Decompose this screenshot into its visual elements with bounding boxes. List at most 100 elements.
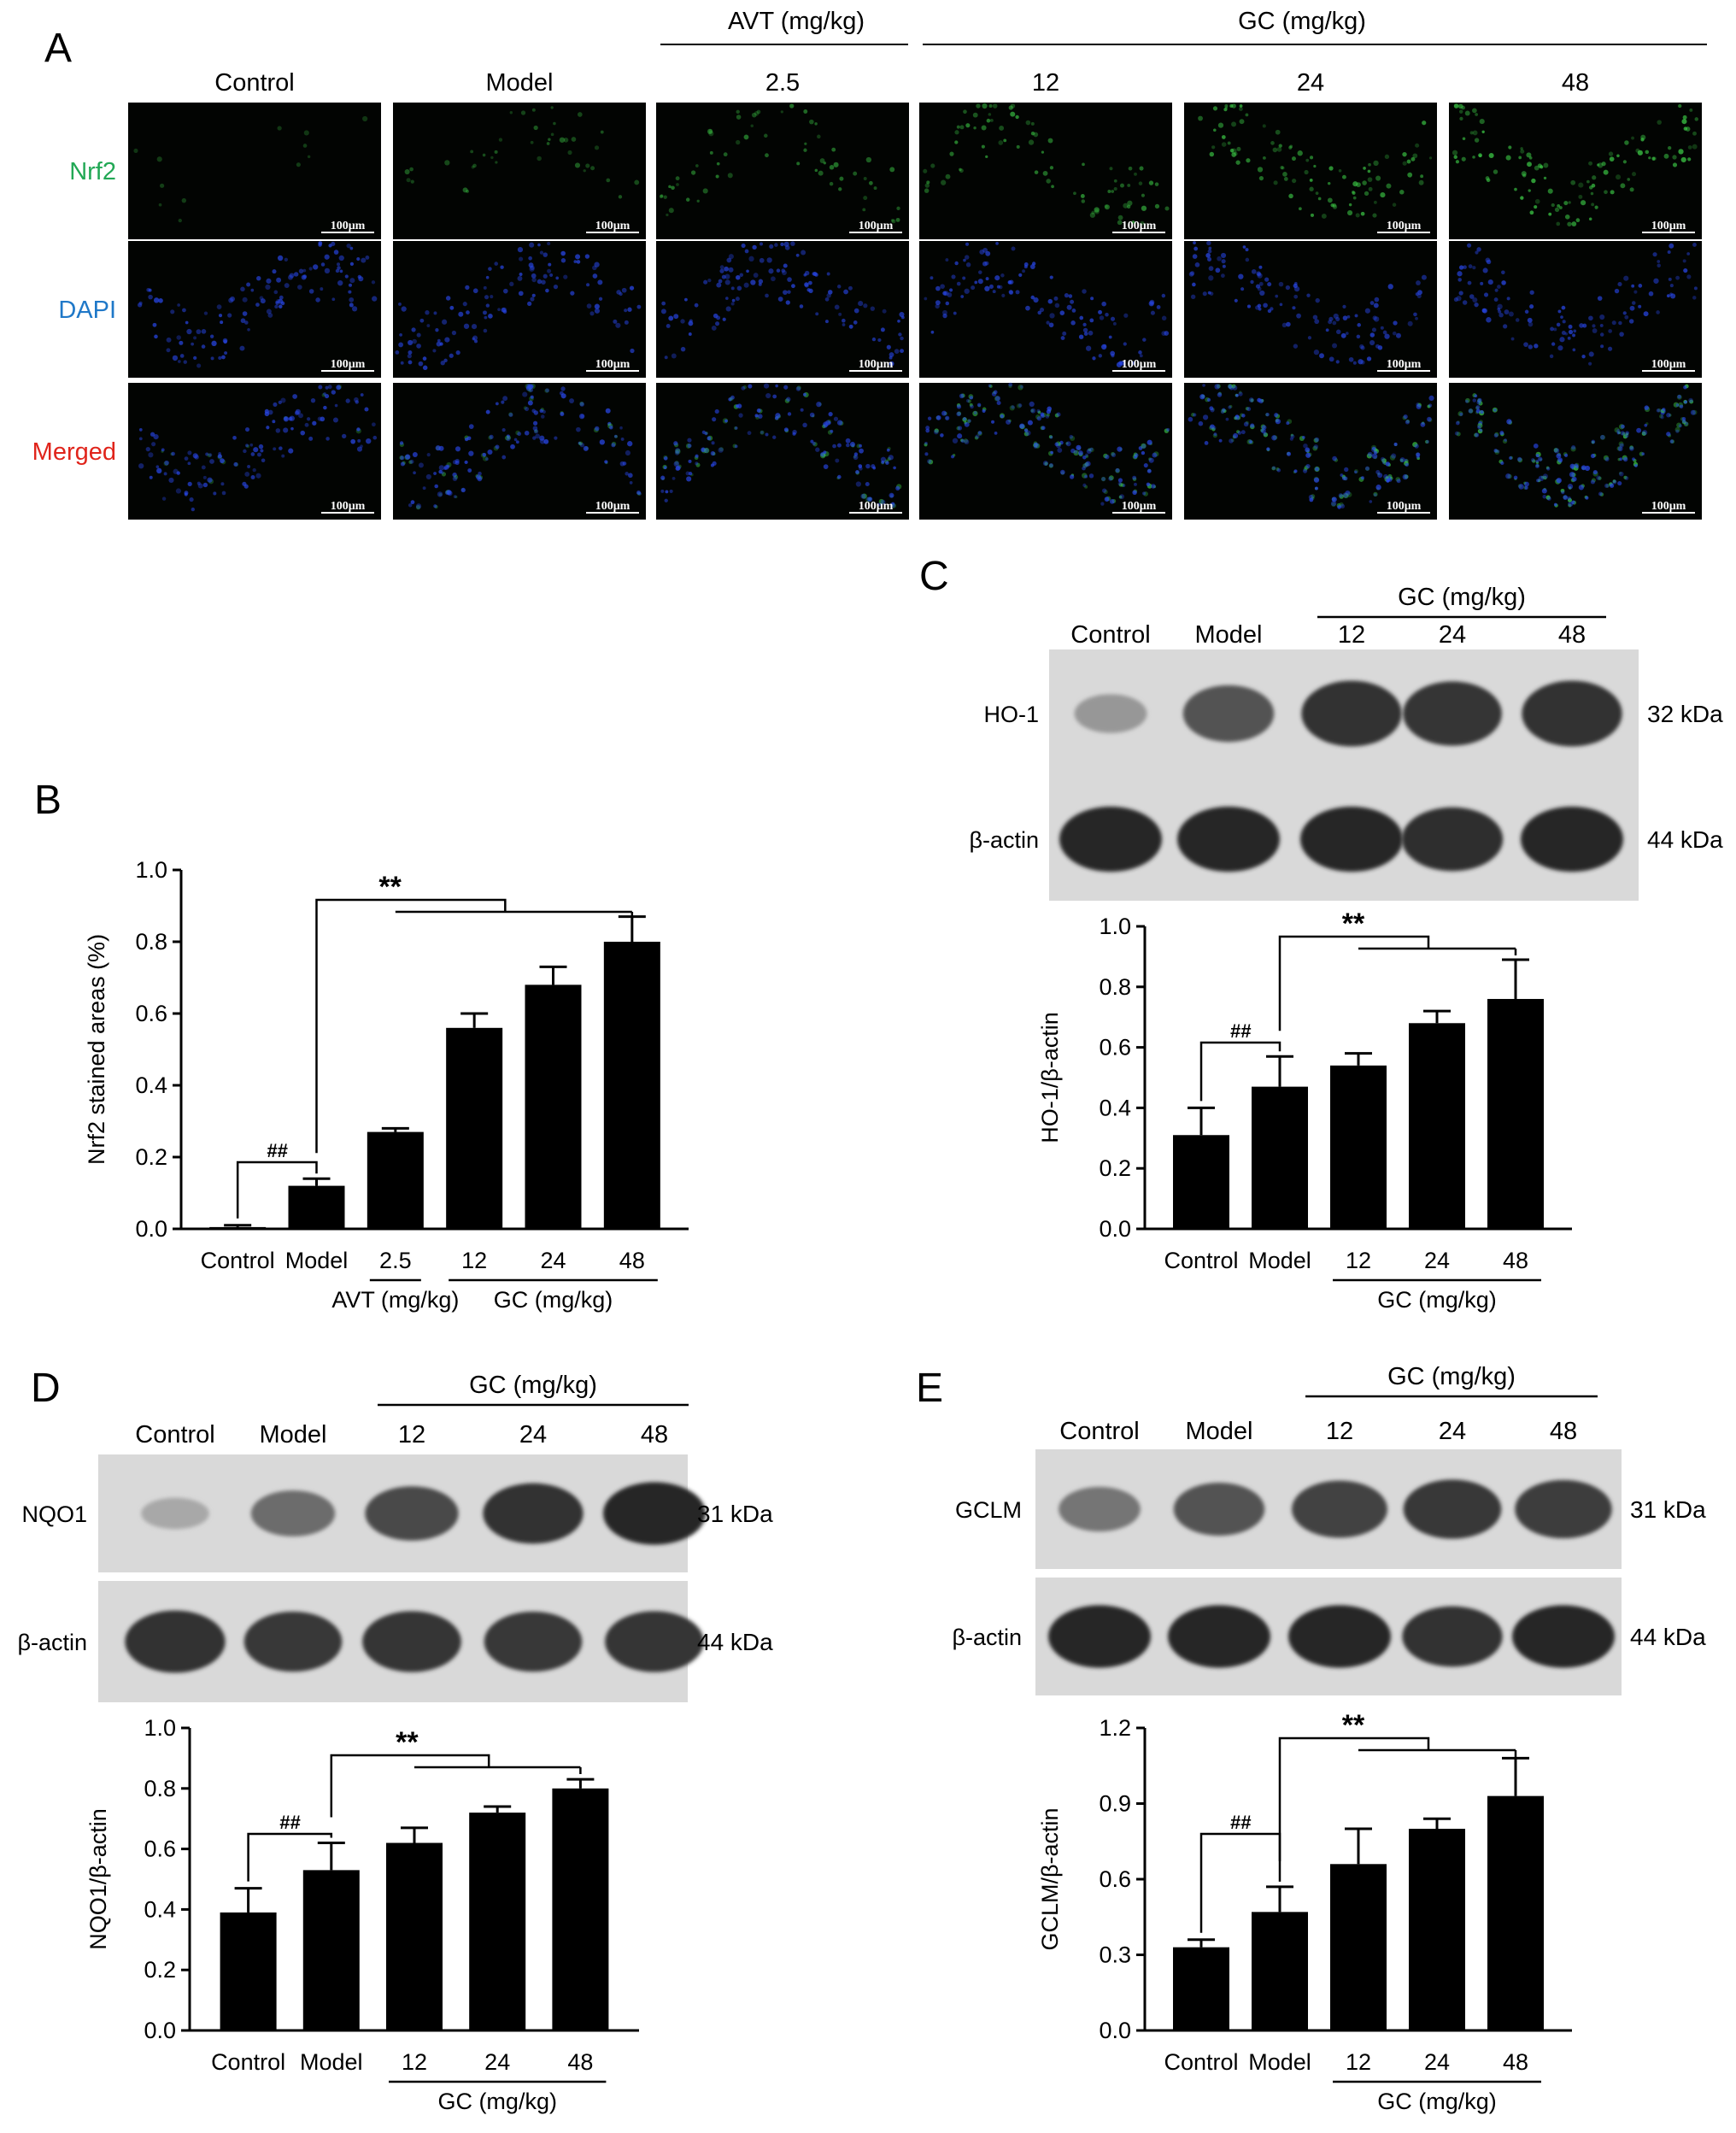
dapi-nucleus (471, 324, 478, 330)
lane-label: Control (135, 1421, 215, 1448)
nrf2-signal (1310, 213, 1315, 217)
dapi-nucleus (1590, 479, 1595, 485)
dapi-nucleus (935, 303, 940, 309)
dapi-nucleus (259, 296, 264, 301)
molecular-weight: 31 kDa (1630, 1496, 1706, 1523)
dapi-nucleus (741, 385, 746, 391)
dapi-nucleus (1395, 332, 1401, 338)
nrf2-signal (520, 110, 526, 115)
nrf2-signal (158, 203, 162, 207)
dapi-nucleus (594, 261, 600, 267)
dapi-nucleus (1407, 320, 1413, 326)
dapi-nucleus (1592, 469, 1598, 475)
dapi-nucleus (1648, 291, 1654, 297)
nrf2-signal (1651, 156, 1656, 161)
dapi-nucleus (245, 427, 250, 432)
dapi-nucleus (1542, 494, 1546, 499)
dapi-nucleus (1396, 479, 1401, 484)
x-tick-label: Control (211, 2049, 285, 2075)
dapi-nucleus (539, 408, 543, 414)
nrf2-signal (743, 134, 749, 140)
dapi-nucleus (1679, 404, 1684, 408)
nrf2-signal (1472, 156, 1475, 159)
dapi-nucleus (202, 482, 208, 488)
dapi-nucleus (543, 438, 549, 444)
gc-group-label: GC (mg/kg) (469, 1372, 597, 1399)
dapi-nucleus (570, 291, 575, 296)
nrf2-signal (986, 118, 991, 123)
dapi-nucleus (1620, 424, 1625, 429)
dapi-nucleus (455, 446, 461, 452)
bar (1487, 1795, 1544, 2030)
lane-label: 24 (1439, 621, 1466, 649)
dapi-nucleus (960, 438, 965, 444)
nrf2-signal (1616, 154, 1620, 158)
dapi-nucleus (613, 434, 618, 438)
dapi-nucleus (1475, 405, 1481, 410)
nrf2-signal (727, 173, 733, 179)
dapi-nucleus (714, 321, 720, 326)
nrf2-signal (981, 125, 987, 131)
dapi-nucleus (433, 311, 437, 315)
dapi-nucleus (1380, 456, 1386, 461)
dapi-nucleus (187, 481, 192, 487)
dapi-nucleus (1008, 382, 1013, 387)
dapi-nucleus (1266, 447, 1270, 451)
dapi-nucleus (168, 477, 174, 484)
dapi-nucleus (530, 395, 534, 399)
dapi-nucleus (284, 257, 289, 262)
dapi-nucleus (306, 417, 311, 421)
dapi-nucleus (1567, 336, 1571, 340)
nrf2-signal (1399, 458, 1404, 462)
nrf2-signal (1588, 161, 1592, 166)
dapi-nucleus (416, 332, 421, 338)
dapi-nucleus (1211, 426, 1217, 431)
dapi-nucleus (1078, 334, 1084, 339)
dapi-nucleus (522, 391, 528, 397)
dapi-nucleus (891, 502, 895, 506)
dapi-nucleus (264, 408, 269, 414)
dapi-nucleus (1166, 427, 1170, 432)
nrf2-signal (1687, 157, 1692, 162)
dapi-nucleus (1149, 299, 1155, 305)
dapi-nucleus (348, 290, 352, 294)
nrf2-signal (1399, 190, 1405, 195)
dapi-nucleus (1636, 427, 1642, 433)
dapi-nucleus (444, 337, 450, 343)
nrf2-signal (1120, 183, 1124, 188)
dapi-nucleus (1374, 297, 1380, 303)
nrf2-signal (1288, 145, 1293, 150)
dapi-nucleus (583, 445, 589, 451)
nrf2-signal (928, 459, 934, 465)
nrf2-signal (1485, 176, 1490, 180)
dose-group-label: GC (mg/kg) (494, 1287, 613, 1313)
dapi-nucleus (356, 427, 361, 432)
dapi-nucleus (197, 483, 203, 489)
nrf2-signal (1676, 422, 1682, 428)
dapi-nucleus (787, 290, 791, 294)
dapi-nucleus (1286, 451, 1292, 456)
protein-band (484, 1611, 583, 1672)
dapi-nucleus (245, 444, 249, 448)
dapi-nucleus (1553, 327, 1557, 332)
lane-label: 48 (1550, 1418, 1577, 1445)
dapi-nucleus (1246, 304, 1252, 308)
dapi-nucleus (155, 465, 160, 469)
nrf2-signal (1089, 212, 1096, 218)
dapi-nucleus (1147, 439, 1152, 445)
dapi-nucleus (1207, 291, 1211, 295)
dapi-nucleus (1472, 266, 1476, 270)
dapi-nucleus (1085, 461, 1091, 467)
dapi-nucleus (867, 497, 873, 502)
nrf2-signal (1088, 448, 1091, 452)
dapi-nucleus (1538, 456, 1543, 461)
dapi-nucleus (1420, 422, 1426, 427)
nrf2-signal (1231, 384, 1236, 389)
dapi-nucleus (824, 320, 829, 324)
dapi-nucleus (1082, 322, 1087, 327)
dapi-nucleus (279, 446, 283, 450)
nrf2-signal (1535, 461, 1540, 464)
hash-significance: ## (1230, 1812, 1252, 1833)
dapi-nucleus (325, 394, 330, 399)
dapi-nucleus (532, 420, 538, 426)
